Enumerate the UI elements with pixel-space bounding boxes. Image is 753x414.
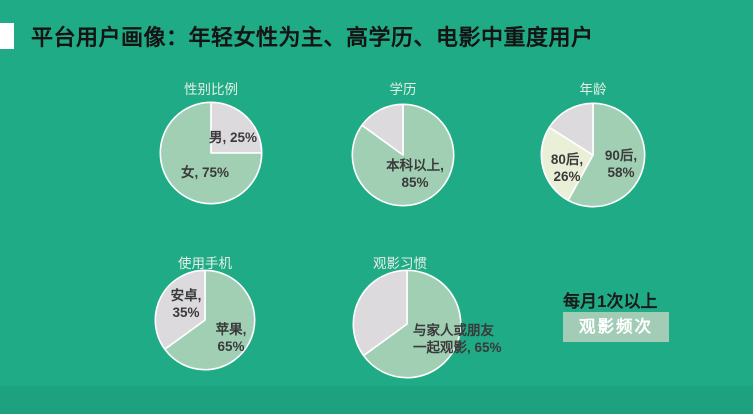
pie-chart-education (351, 103, 455, 207)
pie-chart-phone (154, 269, 256, 371)
pie-label-android: 安卓, 35% (171, 288, 202, 321)
pie-label-line: 58% (607, 164, 635, 180)
chart-title-habit: 观影习惯 (373, 256, 427, 271)
pie-label-bachelor: 本科以上, 85% (386, 158, 444, 191)
pie-label-line: 苹果, (215, 322, 247, 337)
pie-slice (159, 101, 263, 205)
chart-title-phone: 使用手机 (178, 256, 232, 271)
pie-label-line: 35% (172, 304, 200, 320)
slide-title: 平台用户画像：年轻女性为主、高学历、电影中重度用户 (31, 25, 594, 50)
pie-slice (362, 269, 462, 379)
pie-slice (567, 102, 646, 208)
pie-slice (163, 269, 256, 371)
pie-chart-habit (352, 269, 462, 379)
pie-label-line: 本科以上, (386, 158, 444, 173)
footer-strip (0, 386, 753, 414)
pie-slice (210, 101, 263, 154)
pie-label-line: 与家人或朋友 (413, 323, 494, 338)
pie-slice (352, 269, 408, 357)
pie-label-post90s: 90后, 58% (605, 148, 637, 181)
pie-chart-gender (159, 101, 263, 205)
pie-slice (548, 102, 594, 156)
pie-label-line: 85% (401, 174, 429, 190)
pie-label-post80s: 80后, 26% (551, 152, 583, 185)
pie-label-female: 女, 75% (180, 164, 230, 180)
title-accent-bar (0, 23, 14, 49)
pie-label-male: 男, 25% (208, 129, 258, 145)
chart-title-gender: 性别比例 (184, 82, 238, 97)
pie-label-line: 65% (217, 338, 245, 354)
pie-label-line: 90后, (604, 148, 638, 163)
chart-title-age: 年龄 (579, 82, 607, 97)
pie-label-with-family: 与家人或朋友 一起观影, 65% (413, 323, 502, 356)
pie-label-line: 26% (553, 168, 581, 184)
chart-title-education: 学历 (389, 82, 417, 97)
pie-chart-age (540, 102, 646, 208)
pie-slice (540, 126, 594, 202)
frequency-badge: 观影频次 (563, 312, 669, 342)
pie-label-line: 一起观影, 65% (413, 339, 502, 355)
pie-slice (361, 103, 404, 156)
pie-label-line: 安卓, (170, 288, 202, 303)
pie-label-line: 80后, (550, 152, 584, 167)
pie-label-apple: 苹果, 65% (216, 322, 247, 355)
frequency-caption: 每月1次以上 (563, 292, 658, 311)
pie-slice (154, 269, 206, 351)
